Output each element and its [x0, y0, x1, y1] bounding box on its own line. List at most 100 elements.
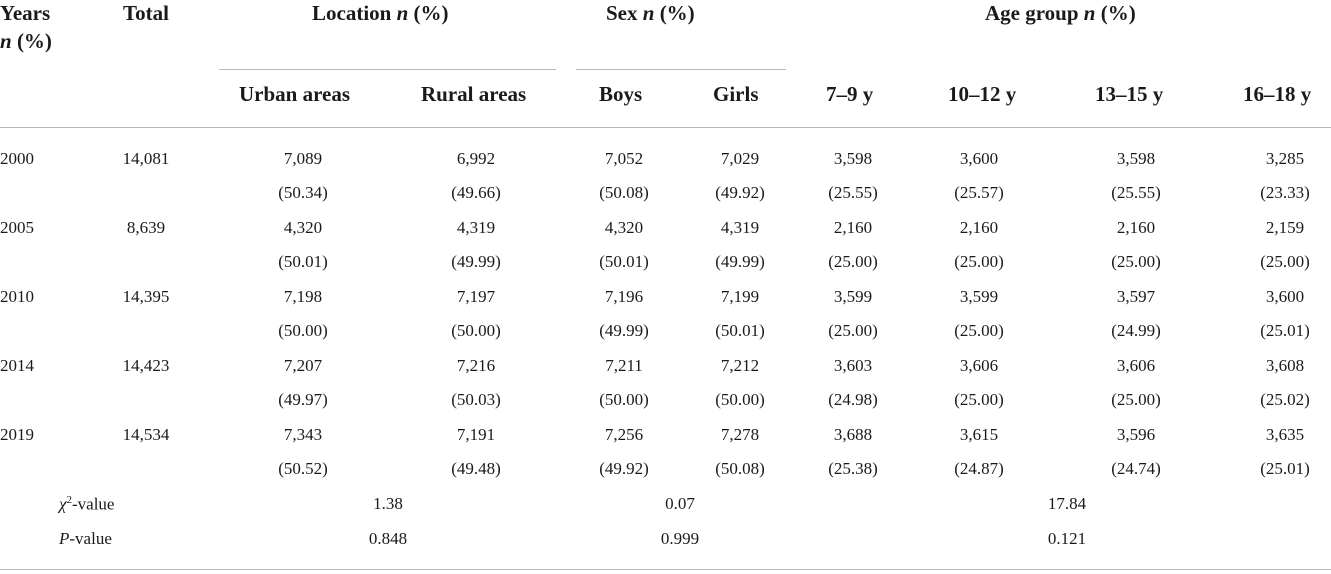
cell-count: 4,320 — [604, 218, 644, 237]
cell-count: 3,608 — [1265, 356, 1305, 375]
cell-count: 3,603 — [833, 356, 873, 375]
cell-count: 4,319 — [456, 218, 496, 237]
subheader-girls: Girls — [713, 82, 759, 106]
cell-percent: (25.55) — [1111, 183, 1161, 202]
cell-count: 3,600 — [1265, 287, 1305, 306]
cell-count: 3,598 — [833, 149, 873, 168]
cell-percent: (50.00) — [715, 390, 765, 409]
p-value-label: P-value — [59, 529, 112, 548]
cell-percent: (49.99) — [451, 252, 501, 271]
row-year: 2019 — [0, 425, 34, 444]
cell-percent: (50.01) — [278, 252, 328, 271]
cell-count: 3,599 — [959, 287, 999, 306]
cell-count: 7,198 — [283, 287, 323, 306]
cell-count: 7,211 — [605, 356, 643, 375]
chi-age: 17.84 — [1047, 494, 1087, 513]
cell-percent: (50.00) — [278, 321, 328, 340]
cell-count: 7,197 — [456, 287, 496, 306]
cell-count: 7,029 — [720, 149, 760, 168]
cell-percent: (24.98) — [828, 390, 878, 409]
cell-percent: (25.02) — [1260, 390, 1310, 409]
chi-sex: 0.07 — [665, 494, 695, 513]
cell-percent: (25.00) — [828, 321, 878, 340]
cell-percent: (25.01) — [1260, 459, 1310, 478]
rule-header-bottom — [0, 127, 1331, 128]
row-total: 14,081 — [122, 149, 170, 168]
cell-count: 7,199 — [720, 287, 760, 306]
cell-percent: (49.48) — [451, 459, 501, 478]
cell-count: 3,599 — [833, 287, 873, 306]
row-year: 2000 — [0, 149, 34, 168]
row-total: 14,395 — [122, 287, 170, 306]
rule-sex — [576, 69, 786, 70]
header-age-group: Age group n (%) — [985, 1, 1136, 25]
cell-count: 2,159 — [1265, 218, 1305, 237]
cell-percent: (25.00) — [954, 390, 1004, 409]
subheader-age-7-9: 7–9 y — [826, 82, 874, 106]
subheader-urban: Urban areas — [239, 82, 351, 106]
header-location: Location n (%) — [312, 1, 449, 25]
cell-percent: (25.38) — [828, 459, 878, 478]
chi-square-label: χ2-value — [59, 494, 115, 514]
cell-count: 7,052 — [604, 149, 644, 168]
cell-percent: (25.00) — [828, 252, 878, 271]
rule-location — [219, 69, 556, 70]
row-total: 8,639 — [126, 218, 166, 237]
subheader-age-10-12: 10–12 y — [948, 82, 1017, 106]
cell-count: 7,089 — [283, 149, 323, 168]
subheader-age-16-18: 16–18 y — [1243, 82, 1312, 106]
p-sex: 0.999 — [660, 529, 700, 548]
cell-percent: (50.01) — [599, 252, 649, 271]
cell-count: 7,191 — [456, 425, 496, 444]
row-total: 14,423 — [122, 356, 170, 375]
cell-percent: (24.87) — [954, 459, 1004, 478]
cell-count: 3,688 — [833, 425, 873, 444]
cell-percent: (25.00) — [954, 321, 1004, 340]
subheader-age-13-15: 13–15 y — [1095, 82, 1164, 106]
cell-percent: (49.97) — [278, 390, 328, 409]
cell-percent: (49.92) — [715, 183, 765, 202]
cell-count: 3,615 — [959, 425, 999, 444]
chi-location: 1.38 — [373, 494, 403, 513]
cell-percent: (23.33) — [1260, 183, 1310, 202]
cell-percent: (25.57) — [954, 183, 1004, 202]
cell-count: 3,285 — [1265, 149, 1305, 168]
cell-count: 7,216 — [456, 356, 496, 375]
cell-count: 4,320 — [283, 218, 323, 237]
cell-percent: (50.08) — [715, 459, 765, 478]
cell-count: 7,256 — [604, 425, 644, 444]
cell-count: 7,212 — [720, 356, 760, 375]
cell-percent: (50.00) — [451, 321, 501, 340]
cell-percent: (49.99) — [715, 252, 765, 271]
cell-percent: (50.03) — [451, 390, 501, 409]
row-year: 2005 — [0, 218, 34, 237]
cell-count: 2,160 — [833, 218, 873, 237]
cell-count: 3,635 — [1265, 425, 1305, 444]
cell-percent: (50.08) — [599, 183, 649, 202]
cell-count: 3,600 — [959, 149, 999, 168]
p-age: 0.121 — [1047, 529, 1087, 548]
cell-count: 3,606 — [959, 356, 999, 375]
cell-count: 2,160 — [1116, 218, 1156, 237]
cell-percent: (25.00) — [1260, 252, 1310, 271]
subheader-boys: Boys — [599, 82, 643, 106]
cell-count: 3,596 — [1116, 425, 1156, 444]
row-total: 14,534 — [122, 425, 170, 444]
cell-count: 7,207 — [283, 356, 323, 375]
header-total: Total — [123, 1, 169, 25]
cell-percent: (49.92) — [599, 459, 649, 478]
cell-percent: (25.55) — [828, 183, 878, 202]
cell-count: 3,597 — [1116, 287, 1156, 306]
cell-count: 7,343 — [283, 425, 323, 444]
row-year: 2014 — [0, 356, 34, 375]
cell-count: 3,606 — [1116, 356, 1156, 375]
cell-percent: (50.01) — [715, 321, 765, 340]
cell-percent: (50.52) — [278, 459, 328, 478]
p-location: 0.848 — [368, 529, 408, 548]
rule-table-bottom — [0, 569, 1331, 570]
cell-count: 4,319 — [720, 218, 760, 237]
cell-count: 6,992 — [456, 149, 496, 168]
cell-percent: (24.74) — [1111, 459, 1161, 478]
header-sex: Sex n (%) — [606, 1, 695, 25]
cell-percent: (50.34) — [278, 183, 328, 202]
